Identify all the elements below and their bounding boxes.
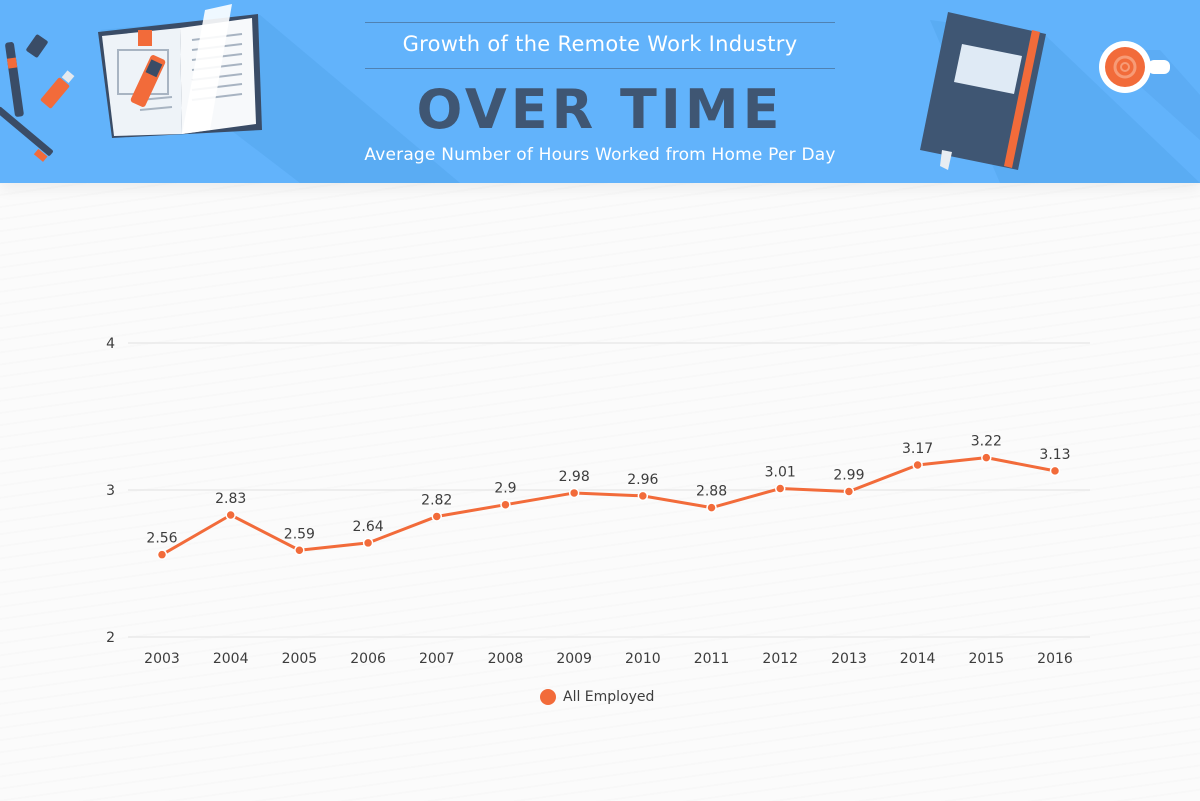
legend-label: All Employed <box>563 689 655 705</box>
header-banner: Growth of the Remote Work Industry OVER … <box>0 0 1200 183</box>
y-tick-label-3: 3 <box>106 483 115 499</box>
x-tick-label-2015: 2015 <box>968 651 1004 667</box>
data-label-2014: 3.17 <box>902 441 933 457</box>
data-point-2008 <box>500 499 511 510</box>
data-label-2015: 3.22 <box>971 434 1002 450</box>
header-title-top: Growth of the Remote Work Industry <box>402 32 798 56</box>
chart-legend: All Employed <box>540 686 654 708</box>
data-label-2008: 2.9 <box>494 481 516 497</box>
data-label-2013: 2.99 <box>833 467 864 483</box>
data-point-2016 <box>1049 465 1061 477</box>
x-tick-label-2012: 2012 <box>762 651 798 667</box>
data-label-2011: 2.88 <box>696 484 727 500</box>
y-tick-label-4: 4 <box>106 336 115 352</box>
x-tick-label-2014: 2014 <box>900 651 936 667</box>
data-label-2004: 2.83 <box>215 491 246 507</box>
coffee-cup-icon <box>1099 41 1170 93</box>
data-point-2015 <box>981 452 992 463</box>
x-tick-label-2007: 2007 <box>419 651 455 667</box>
data-label-2007: 2.82 <box>421 492 452 508</box>
x-tick-label-2003: 2003 <box>144 651 180 667</box>
open-book-icon <box>98 4 262 138</box>
x-tick-label-2013: 2013 <box>831 651 867 667</box>
header-illustrations <box>0 4 1200 183</box>
header-title-main: OVER TIME <box>416 78 784 141</box>
x-tick-label-2008: 2008 <box>488 651 524 667</box>
x-tick-label-2004: 2004 <box>213 651 249 667</box>
data-point-2012 <box>774 483 786 494</box>
pencil-icon <box>0 107 53 162</box>
x-tick-label-2011: 2011 <box>694 651 730 667</box>
pen-icon <box>5 34 48 117</box>
data-point-2004 <box>225 509 236 521</box>
data-point-2009 <box>568 487 580 499</box>
data-label-2005: 2.59 <box>284 526 315 542</box>
usb-drive-icon <box>40 70 75 109</box>
data-point-2011 <box>706 502 717 513</box>
highlighter-icon <box>130 55 166 107</box>
title-rule-top <box>365 22 835 23</box>
header-subtitle: Average Number of Hours Worked from Home… <box>364 145 836 165</box>
data-label-2010: 2.96 <box>627 472 658 488</box>
data-point-2014 <box>912 459 923 471</box>
data-label-2006: 2.64 <box>352 519 383 535</box>
data-point-2003 <box>156 549 168 560</box>
data-point-2010 <box>637 490 649 502</box>
data-point-2006 <box>362 537 374 549</box>
series-line-0 <box>161 456 1056 556</box>
x-tick-label-2009: 2009 <box>556 651 592 667</box>
notebook-icon <box>920 12 1046 170</box>
x-tick-label-2005: 2005 <box>282 651 318 667</box>
data-label-2012: 3.01 <box>765 465 796 481</box>
data-label-2003: 2.56 <box>146 531 177 547</box>
title-rule-bottom <box>365 68 835 69</box>
data-point-2005 <box>294 545 305 556</box>
x-tick-label-2010: 2010 <box>625 651 661 667</box>
data-point-2013 <box>843 486 855 497</box>
data-label-2009: 2.98 <box>559 469 590 485</box>
y-tick-label-2: 2 <box>106 630 115 646</box>
data-label-2016: 3.13 <box>1039 447 1070 463</box>
x-tick-label-2016: 2016 <box>1037 651 1073 667</box>
legend-marker <box>540 689 556 705</box>
data-point-2007 <box>431 511 443 522</box>
x-tick-label-2006: 2006 <box>350 651 386 667</box>
